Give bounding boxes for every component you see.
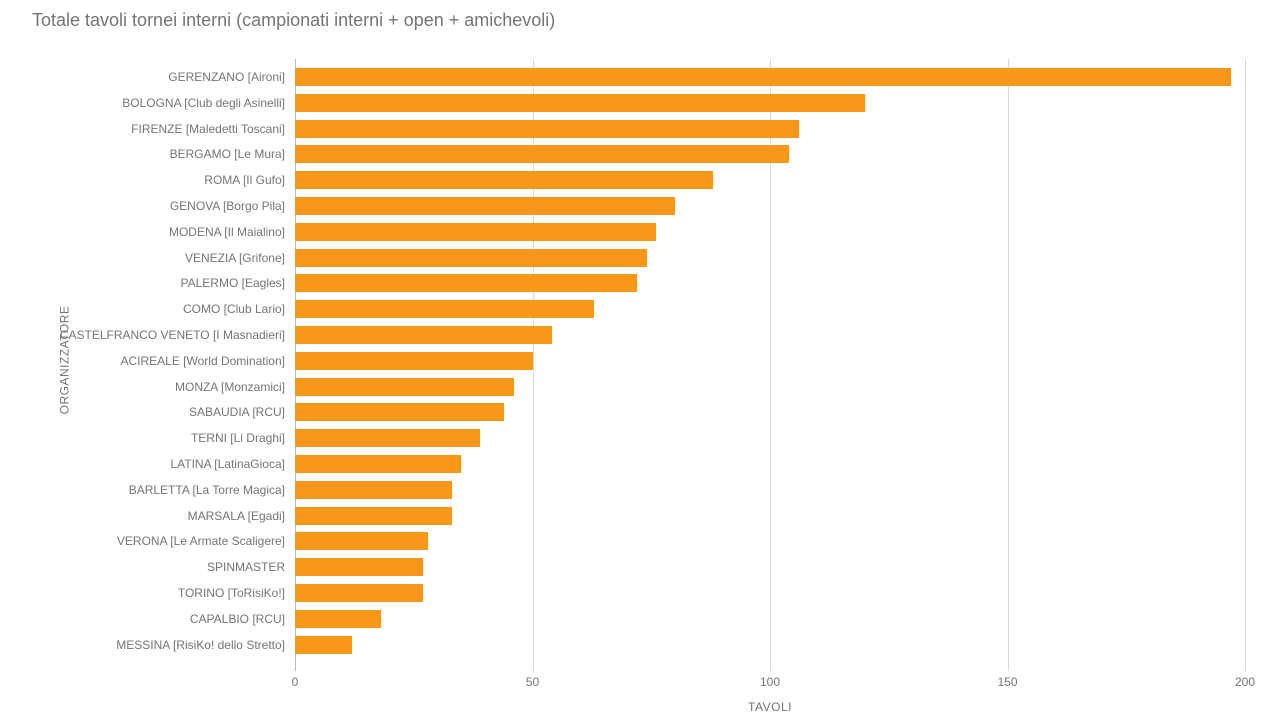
bar-row: BARLETTA [La Torre Magica]	[295, 481, 1245, 499]
bar-row: MESSINA [RisiKo! dello Stretto]	[295, 636, 1245, 654]
category-label: MARSALA [Egadi]	[188, 509, 295, 523]
bar	[295, 94, 865, 112]
bar-row: VERONA [Le Armate Scaligere]	[295, 532, 1245, 550]
bar-row: MODENA [Il Maialino]	[295, 223, 1245, 241]
bar-row: GENOVA [Borgo Pila]	[295, 197, 1245, 215]
category-label: GERENZANO [Aironi]	[168, 70, 295, 84]
category-label: LATINA [LatinaGioca]	[170, 457, 295, 471]
bar	[295, 610, 381, 628]
plot-area: 050100150200 GERENZANO [Aironi]BOLOGNA […	[295, 65, 1245, 665]
bar	[295, 481, 452, 499]
bar	[295, 197, 675, 215]
x-axis-title: TAVOLI	[748, 700, 792, 714]
bar-row: CAPALBIO [RCU]	[295, 610, 1245, 628]
category-label: SPINMASTER	[207, 560, 295, 574]
category-label: MONZA [Monzamici]	[175, 380, 295, 394]
bar	[295, 636, 352, 654]
bar	[295, 274, 637, 292]
category-label: BOLOGNA [Club degli Asinelli]	[122, 96, 295, 110]
bar	[295, 584, 423, 602]
category-label: CAPALBIO [RCU]	[190, 612, 295, 626]
category-label: SABAUDIA [RCU]	[189, 405, 295, 419]
category-label: TERNI [Li Draghi]	[191, 431, 295, 445]
category-label: PALERMO [Eagles]	[181, 276, 295, 290]
chart-title: Totale tavoli tornei interni (campionati…	[32, 10, 555, 31]
bar-row: COMO [Club Lario]	[295, 300, 1245, 318]
bar-row: BERGAMO [Le Mura]	[295, 145, 1245, 163]
gridline	[1245, 59, 1246, 671]
bar	[295, 558, 423, 576]
category-label: VENEZIA [Grifone]	[185, 251, 295, 265]
category-label: CASTELFRANCO VENETO [I Masnadieri]	[60, 328, 295, 342]
bar	[295, 300, 594, 318]
bar-row: SABAUDIA [RCU]	[295, 403, 1245, 421]
bar-row: BOLOGNA [Club degli Asinelli]	[295, 94, 1245, 112]
bar	[295, 120, 799, 138]
bar	[295, 429, 480, 447]
bar-row: TERNI [Li Draghi]	[295, 429, 1245, 447]
category-label: COMO [Club Lario]	[183, 302, 295, 316]
chart-container: Totale tavoli tornei interni (campionati…	[0, 0, 1275, 720]
category-label: VERONA [Le Armate Scaligere]	[117, 534, 295, 548]
bar	[295, 378, 514, 396]
category-label: MODENA [Il Maialino]	[169, 225, 295, 239]
category-label: FIRENZE [Maledetti Toscani]	[131, 122, 295, 136]
bar-row: ACIREALE [World Domination]	[295, 352, 1245, 370]
bar-row: SPINMASTER	[295, 558, 1245, 576]
bar	[295, 223, 656, 241]
x-tick-label: 200	[1235, 665, 1255, 689]
bar-row: MONZA [Monzamici]	[295, 378, 1245, 396]
category-label: MESSINA [RisiKo! dello Stretto]	[116, 638, 295, 652]
bar-row: PALERMO [Eagles]	[295, 274, 1245, 292]
bar-row: TORINO [ToRisiKo!]	[295, 584, 1245, 602]
bar	[295, 403, 504, 421]
bar	[295, 68, 1231, 86]
bar	[295, 455, 461, 473]
bar-row: VENEZIA [Grifone]	[295, 249, 1245, 267]
category-label: BARLETTA [La Torre Magica]	[129, 483, 295, 497]
bar	[295, 507, 452, 525]
bar-row: FIRENZE [Maledetti Toscani]	[295, 120, 1245, 138]
bar-row: LATINA [LatinaGioca]	[295, 455, 1245, 473]
bar	[295, 532, 428, 550]
bar-row: ROMA [Il Gufo]	[295, 171, 1245, 189]
bar-row: MARSALA [Egadi]	[295, 507, 1245, 525]
category-label: GENOVA [Borgo Pila]	[170, 199, 295, 213]
category-label: TORINO [ToRisiKo!]	[178, 586, 295, 600]
bar	[295, 352, 533, 370]
category-label: ACIREALE [World Domination]	[120, 354, 295, 368]
bar	[295, 249, 647, 267]
bar	[295, 326, 552, 344]
bar	[295, 145, 789, 163]
category-label: BERGAMO [Le Mura]	[170, 147, 295, 161]
x-tick-label: 50	[526, 665, 539, 689]
bar	[295, 171, 713, 189]
x-tick-label: 0	[292, 665, 299, 689]
x-tick-label: 100	[760, 665, 780, 689]
y-axis-title: ORGANIZZATORE	[57, 306, 71, 415]
bar-row: GERENZANO [Aironi]	[295, 68, 1245, 86]
category-label: ROMA [Il Gufo]	[204, 173, 295, 187]
x-tick-label: 150	[997, 665, 1017, 689]
bars: GERENZANO [Aironi] BOLOGNA [Club degli As…	[295, 65, 1245, 665]
bar-row: CASTELFRANCO VENETO [I Masnadieri]	[295, 326, 1245, 344]
